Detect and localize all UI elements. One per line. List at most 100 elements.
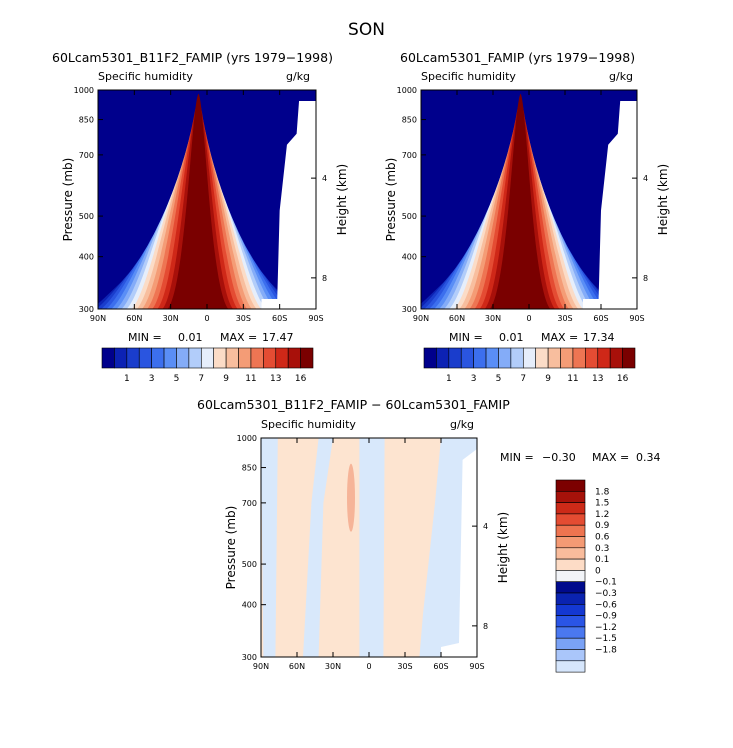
panel2-xtick-label: 90S — [629, 314, 644, 323]
panel2-rtick-label: 8 — [643, 274, 648, 283]
panel1-colorbar-label: 13 — [270, 374, 281, 384]
panel3-colorbar-label: −1.2 — [595, 623, 617, 633]
panel3-colorbar-label: 1.2 — [595, 510, 609, 520]
panel2-colorbar-label: 7 — [520, 374, 526, 384]
panel2-xtick-label: 30N — [485, 314, 501, 323]
panel1-colorbar-label: 16 — [295, 374, 307, 384]
panel2-colorbar-cell — [585, 347, 599, 369]
panel1-colorbar-label: 11 — [245, 374, 256, 384]
panel1-colorbar-cell — [275, 347, 289, 369]
panel3-negative-region — [297, 438, 333, 657]
panel1-xtick-label: 30N — [163, 314, 179, 323]
panel3-colorbar-cell — [555, 581, 586, 594]
panel2-ytick-label: 1000 — [397, 86, 417, 95]
panel3-rtick-label: 4 — [483, 522, 488, 531]
panel3-rtick-label: 8 — [483, 622, 488, 631]
panel1-min-value: 0.01 — [178, 331, 203, 344]
panel1-ylabel: Pressure (mb) — [61, 158, 75, 242]
panel1-colorbar-cell — [126, 347, 140, 369]
panel3-max-label: MAX = — [592, 451, 630, 464]
panel2-min-label: MIN = — [449, 331, 483, 344]
panel2-colorbar-label: 5 — [496, 374, 502, 384]
season-title: SON — [348, 20, 385, 40]
panel3-xtick-label: 90N — [253, 662, 269, 671]
panel2-max-label: MAX = — [541, 331, 579, 344]
panel3-ytick-label: 850 — [242, 464, 257, 473]
panel3-colorbar-cell — [555, 570, 586, 583]
panel1-colorbar-cell — [225, 347, 239, 369]
panel3-colorbar-cell — [555, 649, 586, 662]
panel1-rtick-label: 8 — [322, 274, 327, 283]
panel3-ytick-label: 300 — [242, 653, 257, 662]
panel3-field — [261, 438, 477, 657]
panel2-ytick-label: 850 — [402, 116, 417, 125]
panel1-colorbar-cell — [250, 347, 264, 369]
panel3-colorbar-label: −0.3 — [595, 589, 617, 599]
panel3-min-value: −0.30 — [542, 451, 576, 464]
panel3-colorbar-cell — [555, 626, 586, 639]
panel3-colorbar-cell — [555, 479, 586, 492]
panel2-colorbar-cell — [622, 347, 636, 369]
panel1-colorbar-cell — [138, 347, 152, 369]
panel3-colorbar-label: 0.9 — [595, 521, 610, 531]
panel3-xtick-label: 90S — [469, 662, 484, 671]
panel2-colorbar-cell — [609, 347, 623, 369]
panel1-colorbar-cell — [213, 347, 227, 369]
panel2-colorbar-label: 9 — [545, 374, 551, 384]
panel3-ytick-label: 700 — [242, 499, 257, 508]
panel1-colorbar-cell — [200, 347, 215, 369]
panel3-ylabel-right: Height (km) — [496, 512, 510, 583]
panel3-xtick-label: 30N — [325, 662, 341, 671]
panel3-colorbar-label: 0.6 — [595, 533, 610, 543]
panel3-colorbar-label: −0.6 — [595, 600, 617, 610]
panel3-xtick-label: 60N — [289, 662, 305, 671]
panel1-ytick-label: 400 — [79, 253, 94, 262]
panel1-colorbar-cell — [238, 347, 252, 369]
panel2-xtick-label: 90N — [413, 314, 429, 323]
panel2-colorbar-cell — [572, 347, 586, 369]
panel1-xtick-label: 0 — [204, 314, 209, 323]
panel1-colorbar-cell — [176, 347, 190, 369]
panel1-contour-band — [167, 93, 229, 309]
panel2-max-value: 17.34 — [583, 331, 615, 344]
panel2-ylabel-right: Height (km) — [656, 164, 670, 235]
panel1-xtick-label: 30S — [236, 314, 251, 323]
panel3-colorbar-label: −0.9 — [595, 612, 617, 622]
panel3-colorbar-cell — [555, 615, 586, 628]
panel3-xtick-label: 0 — [366, 662, 371, 671]
panel3-colorbar-cell — [555, 660, 586, 673]
panel3-positive-peak — [347, 463, 355, 532]
panel3-negative-region — [359, 438, 385, 657]
panel3-colorbar-cell — [555, 490, 586, 503]
panel2-ytick-label: 700 — [402, 151, 417, 160]
panel3-units: g/kg — [450, 418, 475, 431]
panel2-contour-band — [489, 93, 551, 309]
panel2-colorbar-cell — [522, 347, 537, 369]
panel1-units: g/kg — [286, 70, 311, 83]
panel3-ytick-label: 1000 — [237, 434, 257, 443]
panel2-colorbar-label: 11 — [567, 374, 578, 384]
panel1-xtick-label: 90S — [308, 314, 323, 323]
panel2-colorbar-cell — [473, 347, 487, 369]
panel3-colorbar-label: 0 — [595, 566, 601, 576]
panel1-rtick-label: 4 — [322, 174, 327, 183]
panel1-colorbar-label: 5 — [174, 374, 180, 384]
panel3-colorbar-cell — [555, 603, 586, 616]
panel1-missing-region — [261, 100, 316, 309]
panel2-missing-region — [583, 100, 637, 309]
panel3-max-value: 0.34 — [636, 451, 661, 464]
panel1-colorbar-cell — [151, 347, 165, 369]
panel1-title: 60Lcam5301_B11F2_FAMIP (yrs 1979−1998) — [52, 50, 333, 65]
panel3-colorbar-cell — [555, 637, 586, 650]
panel3-colorbar-cell — [555, 558, 586, 571]
panel3-colorbar-cell — [555, 536, 586, 549]
panel1-subtitle: Specific humidity — [98, 70, 193, 83]
panel3-ytick-label: 500 — [242, 560, 257, 569]
panel1-ytick-label: 1000 — [74, 86, 94, 95]
panel3-ylabel: Pressure (mb) — [224, 506, 238, 590]
panel1-colorbar-label: 7 — [198, 374, 204, 384]
panel2-colorbar-label: 3 — [471, 374, 477, 384]
panel2-colorbar-cell — [460, 347, 474, 369]
panel3-colorbar-cell — [555, 592, 586, 605]
